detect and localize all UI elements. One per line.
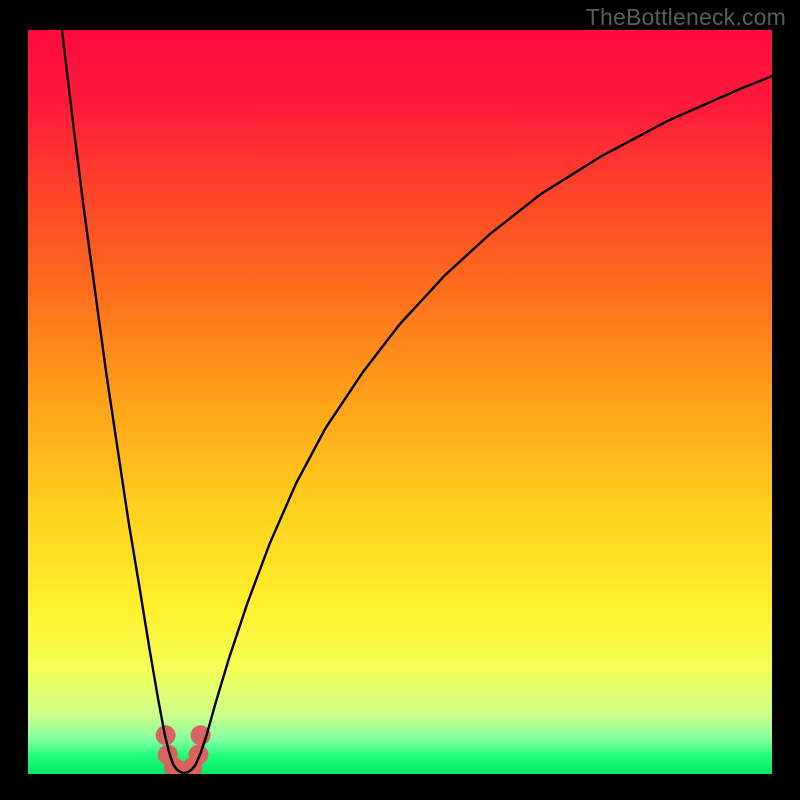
curve-marker: [188, 745, 208, 765]
plot-background: [28, 30, 772, 774]
bottleneck-chart: [0, 0, 800, 800]
chart-stage: TheBottleneck.com: [0, 0, 800, 800]
watermark-text: TheBottleneck.com: [586, 4, 786, 31]
